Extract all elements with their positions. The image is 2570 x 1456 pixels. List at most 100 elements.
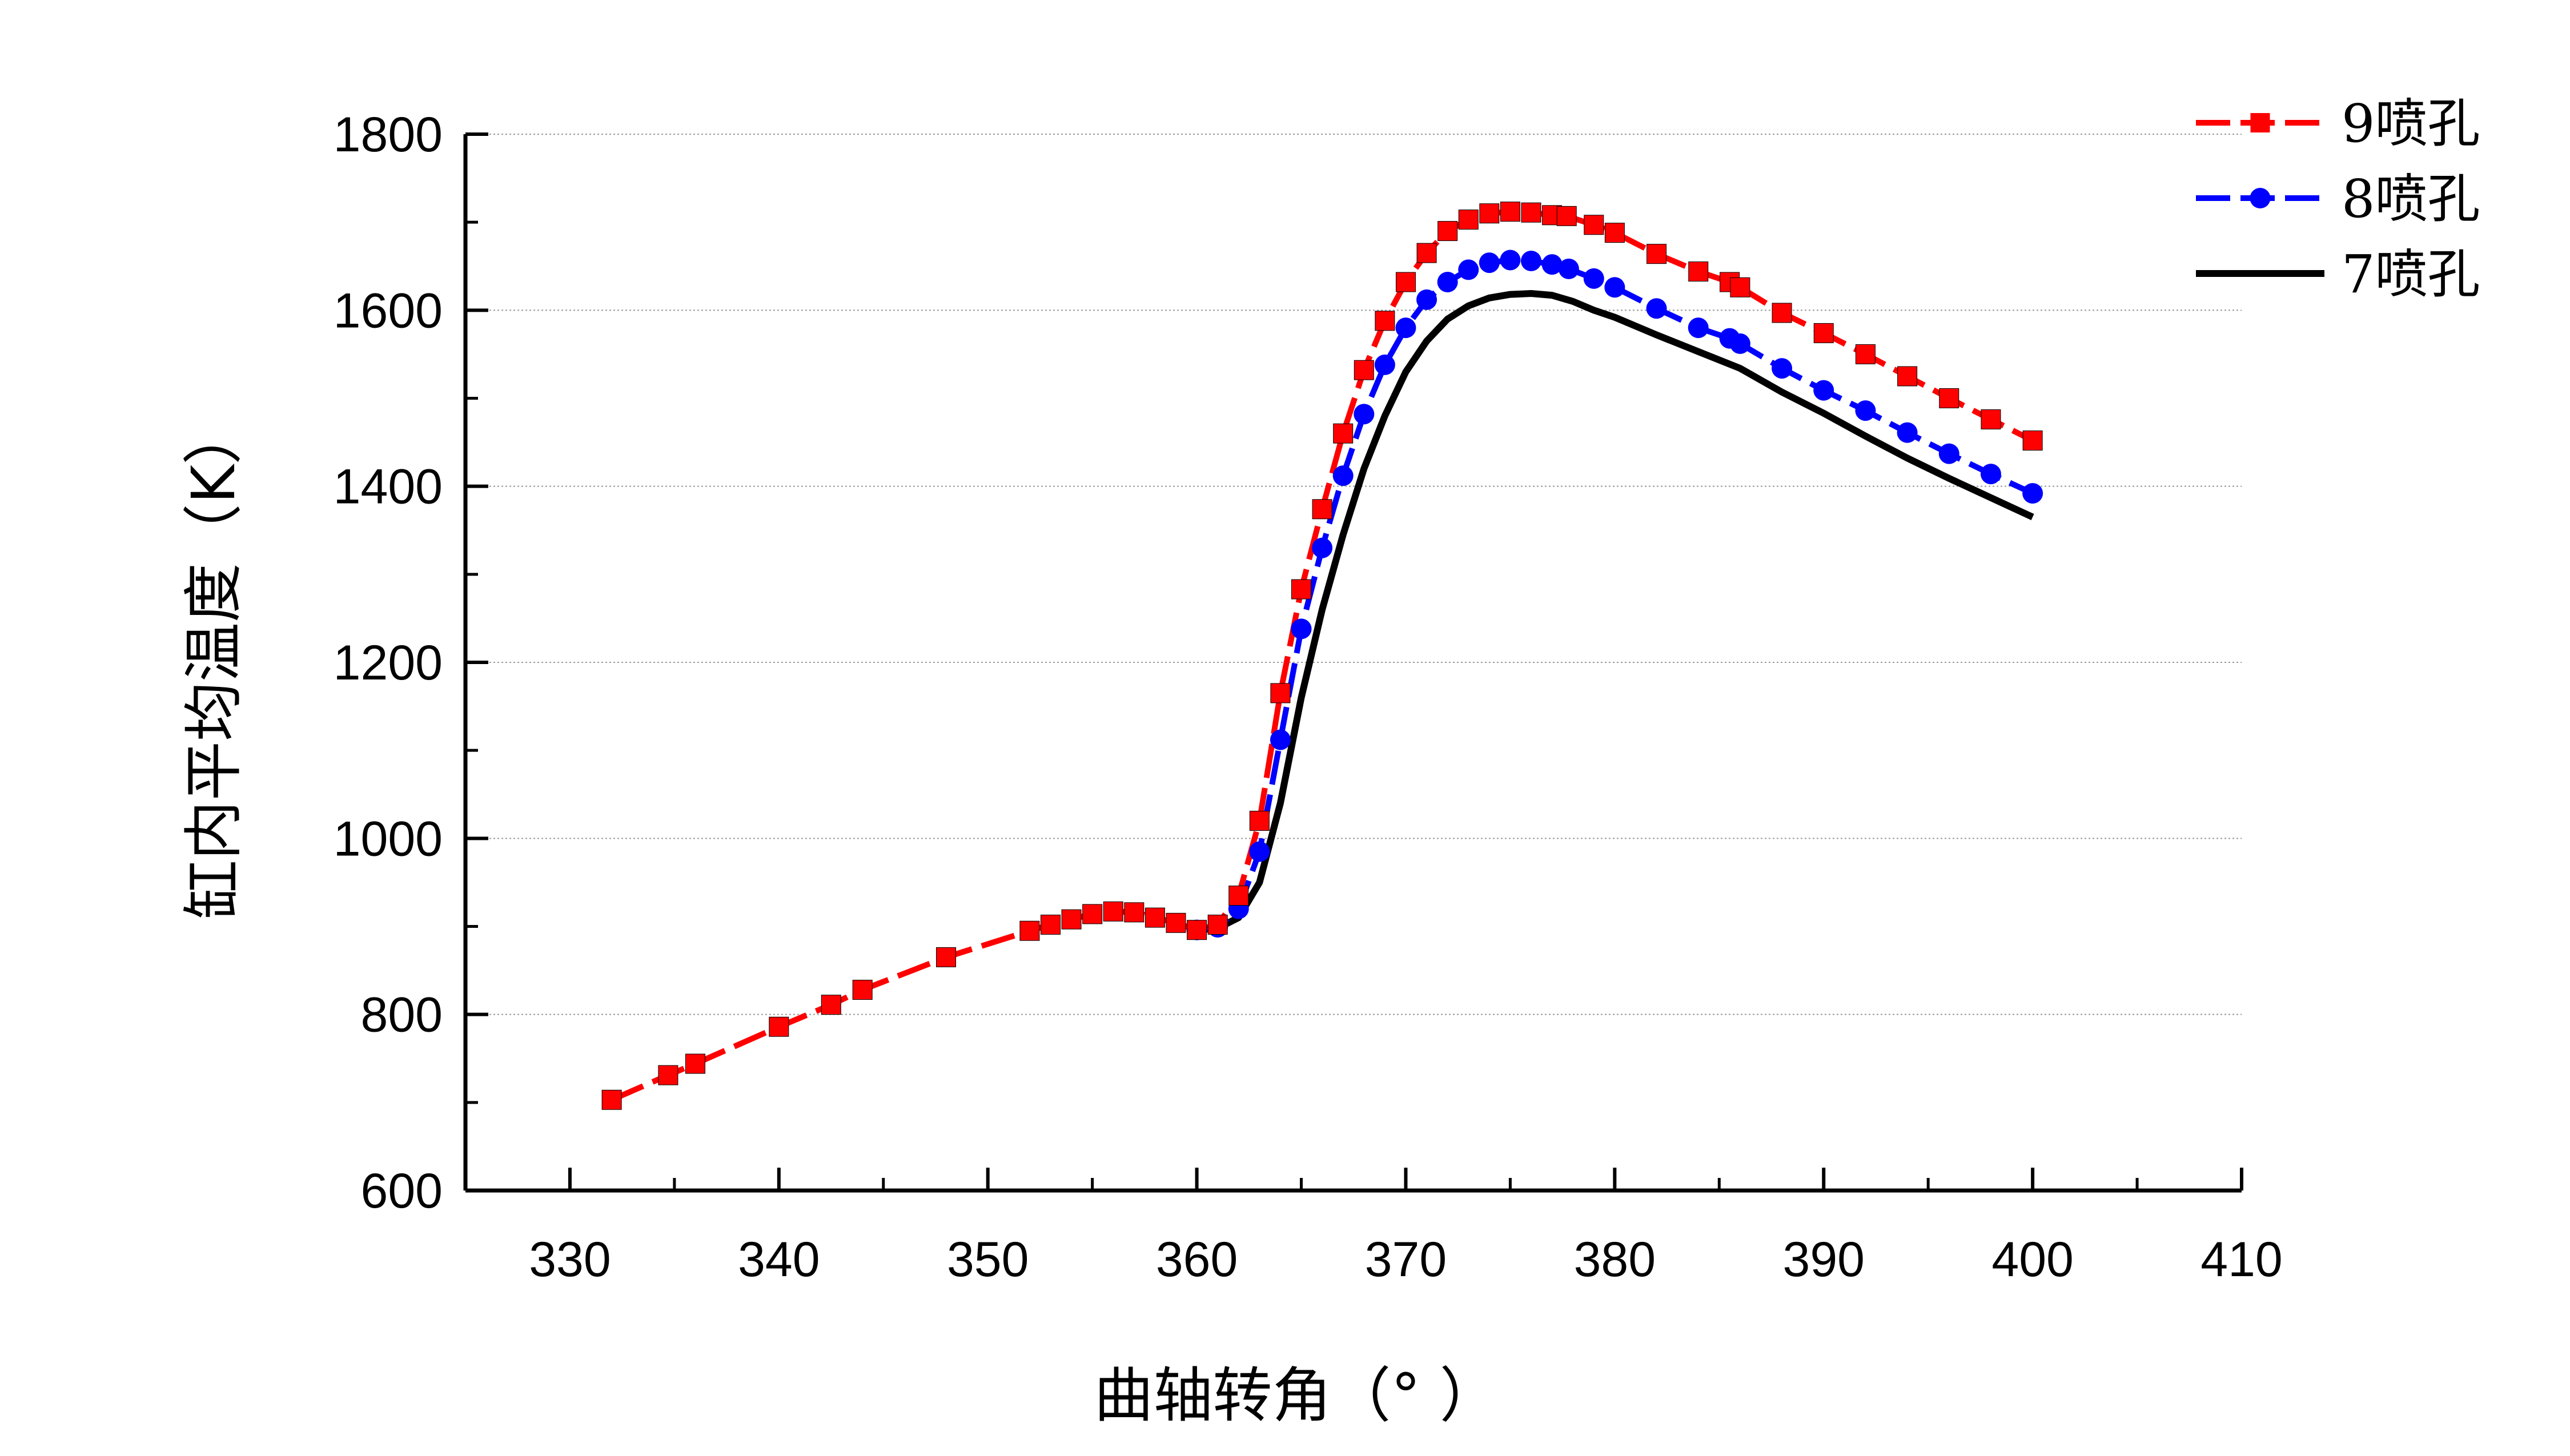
data-point-8喷孔 bbox=[1332, 465, 1354, 486]
x-tick-label: 390 bbox=[1782, 1232, 1865, 1287]
legend-label: 9喷孔 bbox=[2342, 93, 2480, 154]
data-point-9喷孔 bbox=[1187, 920, 1207, 940]
series-line-8喷孔 bbox=[1196, 257, 2034, 933]
legend: 9喷孔 8喷孔 7喷孔 bbox=[2196, 93, 2480, 305]
data-point-9喷孔 bbox=[2022, 431, 2043, 451]
data-point-9喷孔 bbox=[1291, 579, 1312, 600]
data-point-8喷孔 bbox=[1980, 464, 2001, 485]
data-point-9喷孔 bbox=[1019, 920, 1040, 941]
data-point-8喷孔 bbox=[1374, 354, 1395, 375]
data-point-9喷孔 bbox=[1458, 210, 1479, 230]
series-line-9喷孔 bbox=[611, 208, 2034, 1103]
data-point-9喷孔 bbox=[1556, 206, 1577, 226]
data-point-9喷孔 bbox=[1333, 423, 1354, 444]
data-point-8喷孔 bbox=[1938, 443, 1959, 464]
data-point-8喷孔 bbox=[1500, 250, 1521, 271]
x-tick-label: 350 bbox=[947, 1232, 1029, 1287]
y-tick-label: 1800 bbox=[334, 107, 443, 162]
data-point-8喷孔 bbox=[1604, 277, 1625, 298]
series-lines bbox=[611, 208, 2034, 1103]
data-point-8喷孔 bbox=[1541, 254, 1563, 275]
legend-label: 8喷孔 bbox=[2342, 168, 2480, 230]
y-tick-label: 800 bbox=[361, 988, 443, 1043]
data-point-9喷孔 bbox=[1270, 683, 1291, 703]
data-point-8喷孔 bbox=[1646, 298, 1667, 319]
data-point-9喷孔 bbox=[769, 1016, 789, 1037]
data-point-8喷孔 bbox=[2022, 483, 2043, 504]
data-point-8喷孔 bbox=[1458, 259, 1479, 280]
data-point-9喷孔 bbox=[1500, 202, 1520, 222]
data-point-9喷孔 bbox=[1688, 262, 1709, 281]
y-tick-label: 1400 bbox=[334, 460, 443, 514]
grid-lines bbox=[465, 134, 2242, 1015]
data-point-9喷孔 bbox=[1437, 221, 1458, 242]
data-point-8喷孔 bbox=[1813, 380, 1834, 401]
data-point-9喷孔 bbox=[1082, 904, 1103, 924]
data-point-9喷孔 bbox=[1375, 311, 1395, 331]
data-point-8喷孔 bbox=[1729, 333, 1750, 354]
data-point-9喷孔 bbox=[1855, 344, 1876, 364]
axis-ticks bbox=[464, 132, 2243, 1192]
x-tick-label: 410 bbox=[2200, 1232, 2283, 1287]
data-point-9喷孔 bbox=[1647, 244, 1667, 264]
data-point-8喷孔 bbox=[1479, 252, 1500, 273]
x-tick-label: 360 bbox=[1156, 1232, 1238, 1287]
data-point-9喷孔 bbox=[821, 995, 841, 1015]
data-point-9喷孔 bbox=[1584, 215, 1604, 235]
data-point-9喷孔 bbox=[852, 980, 873, 1000]
data-point-9喷孔 bbox=[1040, 914, 1061, 935]
x-tick-label: 340 bbox=[738, 1232, 820, 1287]
data-point-8喷孔 bbox=[1583, 268, 1604, 289]
y-tick-label: 1000 bbox=[334, 811, 443, 866]
axis-tick-labels: 330 340 350 360 370 380 390 400 410 600 800 1000 120… bbox=[334, 107, 2283, 1287]
data-point-9喷孔 bbox=[1479, 203, 1500, 224]
legend-label: 7喷孔 bbox=[2342, 244, 2480, 305]
data-point-9喷孔 bbox=[1312, 499, 1332, 520]
data-point-8喷孔 bbox=[1416, 289, 1437, 310]
x-tick-label: 330 bbox=[529, 1232, 611, 1287]
legend-marker-8喷孔 bbox=[2250, 188, 2271, 208]
data-point-9喷孔 bbox=[1207, 914, 1228, 935]
data-point-9喷孔 bbox=[1813, 323, 1834, 343]
data-point-9喷孔 bbox=[1939, 388, 1959, 408]
data-point-9喷孔 bbox=[1897, 366, 1918, 387]
data-point-9喷孔 bbox=[1228, 886, 1249, 906]
data-point-8喷孔 bbox=[1772, 358, 1793, 379]
data-point-9喷孔 bbox=[1249, 811, 1270, 831]
data-point-8喷孔 bbox=[1897, 422, 1918, 443]
data-point-9喷孔 bbox=[1395, 272, 1416, 292]
data-point-9喷孔 bbox=[1061, 909, 1082, 930]
data-point-9喷孔 bbox=[1124, 902, 1145, 923]
data-point-9喷孔 bbox=[1772, 303, 1792, 323]
x-tick-label: 380 bbox=[1574, 1232, 1656, 1287]
y-tick-label: 1600 bbox=[334, 283, 443, 338]
data-point-9喷孔 bbox=[658, 1065, 678, 1085]
data-point-8喷孔 bbox=[1521, 251, 1541, 271]
data-point-9喷孔 bbox=[601, 1089, 622, 1110]
data-point-8喷孔 bbox=[1558, 258, 1579, 279]
data-point-9喷孔 bbox=[1103, 901, 1123, 922]
data-point-9喷孔 bbox=[1521, 202, 1541, 223]
data-point-9喷孔 bbox=[685, 1053, 705, 1074]
x-axis-title: 曲轴转角（° ） bbox=[1094, 1361, 1499, 1430]
data-point-9喷孔 bbox=[1145, 907, 1165, 928]
legend-marker-9喷孔 bbox=[2250, 113, 2270, 132]
data-point-8喷孔 bbox=[1270, 729, 1291, 750]
data-point-9喷孔 bbox=[1166, 912, 1186, 933]
series-line-7喷孔 bbox=[1196, 290, 2034, 934]
data-point-8喷孔 bbox=[1312, 537, 1333, 558]
data-point-8喷孔 bbox=[1437, 272, 1458, 292]
data-point-8喷孔 bbox=[1855, 400, 1876, 421]
y-axis-title: 缸内平均温度（K） bbox=[179, 405, 248, 919]
series-markers bbox=[601, 202, 2043, 1110]
data-point-9喷孔 bbox=[1604, 223, 1625, 243]
data-point-9喷孔 bbox=[1354, 360, 1374, 380]
data-point-8喷孔 bbox=[1688, 317, 1709, 339]
data-point-8喷孔 bbox=[1395, 317, 1416, 339]
data-point-9喷孔 bbox=[1730, 277, 1750, 297]
data-point-8喷孔 bbox=[1249, 841, 1270, 862]
data-point-9喷孔 bbox=[1981, 409, 2001, 429]
data-point-9喷孔 bbox=[936, 947, 957, 967]
y-tick-label: 600 bbox=[361, 1164, 443, 1218]
